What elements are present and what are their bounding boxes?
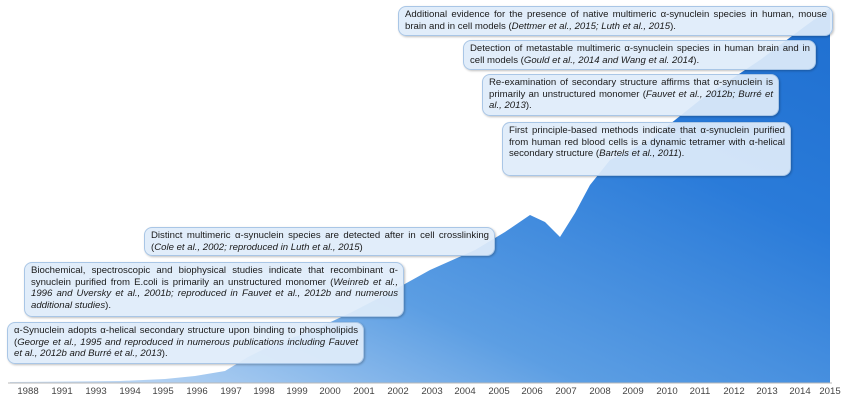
year-label: 1996 — [186, 386, 208, 397]
callout-1996-unstructured-monomer: Biochemical, spectroscopic and biophysic… — [24, 262, 404, 317]
year-label: 2009 — [622, 386, 644, 397]
callout-2002-crosslinking: Distinct multimeric α-synuclein species … — [144, 227, 495, 256]
year-label: 2014 — [789, 386, 811, 397]
callout-citation: Gould et al., 2014 and Wang et al. 2014 — [523, 54, 694, 66]
year-label: 1994 — [119, 386, 141, 397]
year-label: 1998 — [253, 386, 275, 397]
callout-text: First principle-based methods indicate t… — [509, 125, 785, 160]
year-label: 2010 — [656, 386, 678, 397]
year-label: 1997 — [220, 386, 242, 397]
year-label: 2006 — [521, 386, 543, 397]
year-label: 2005 — [488, 386, 510, 397]
callout-tail: ). — [161, 348, 168, 360]
year-label: 2011 — [689, 386, 711, 397]
callout-tail: ). — [670, 20, 676, 32]
callout-citation: Weinreb et al., 1996 and Uversky et al.,… — [31, 276, 398, 311]
callout-citation: George et al., 1995 and reproduced in nu… — [14, 336, 358, 360]
year-label: 2001 — [353, 386, 375, 397]
year-axis-labels: 1988 1991 1993 1994 1995 1996 1997 1998 … — [0, 386, 845, 400]
callout-tail: ). — [693, 54, 700, 66]
callout-citation: Cole et al., 2002; reproduced in Luth et… — [154, 241, 360, 253]
year-label: 2008 — [589, 386, 611, 397]
callout-2011-tetramer: First principle-based methods indicate t… — [502, 122, 791, 176]
year-label: 2007 — [555, 386, 577, 397]
callout-2015-native-multimers: Additional evidence for the presence of … — [398, 6, 833, 36]
year-label: 2012 — [723, 386, 745, 397]
callout-2014-metastable-multimers: Detection of metastable multimeric α-syn… — [463, 40, 816, 70]
callout-1995-alpha-helical: α-Synuclein adopts α-helical secondary s… — [7, 322, 364, 364]
callout-text: Distinct multimeric α-synuclein species … — [151, 230, 489, 253]
year-label: 2000 — [319, 386, 341, 397]
callout-text: Additional evidence for the presence of … — [405, 9, 827, 32]
year-label: 2004 — [454, 386, 476, 397]
callout-tail: ). — [678, 148, 685, 160]
year-label: 2003 — [421, 386, 443, 397]
callout-tail: ). — [525, 100, 532, 112]
year-label: 1993 — [85, 386, 107, 397]
callout-text: Biochemical, spectroscopic and biophysic… — [31, 265, 398, 288]
callout-text: α-Synuclein adopts α-helical secondary s… — [14, 325, 358, 348]
year-label: 1995 — [152, 386, 174, 397]
callout-text: Detection of metastable multimeric α-syn… — [470, 43, 810, 66]
year-label: 1988 — [17, 386, 39, 397]
callout-citation: Fauvet et al., 2012b; Burré et al., 2013 — [489, 88, 773, 112]
year-label: 2015 — [819, 386, 841, 397]
callout-tail: ) — [359, 241, 363, 253]
year-label: 2002 — [387, 386, 409, 397]
callout-text: Re-examination of secondary structure af… — [489, 77, 773, 100]
year-label: 1999 — [286, 386, 308, 397]
callout-tail: ). — [105, 299, 112, 311]
callout-2013-reexamination: Re-examination of secondary structure af… — [482, 74, 779, 116]
year-label: 1991 — [51, 386, 73, 397]
year-label: 2013 — [756, 386, 778, 397]
callout-citation: Bartels et al., 2011 — [599, 148, 679, 160]
timeline-area — [10, 8, 830, 383]
callout-citation: Dettmer et al., 2015; Luth et al., 2015 — [511, 20, 671, 32]
